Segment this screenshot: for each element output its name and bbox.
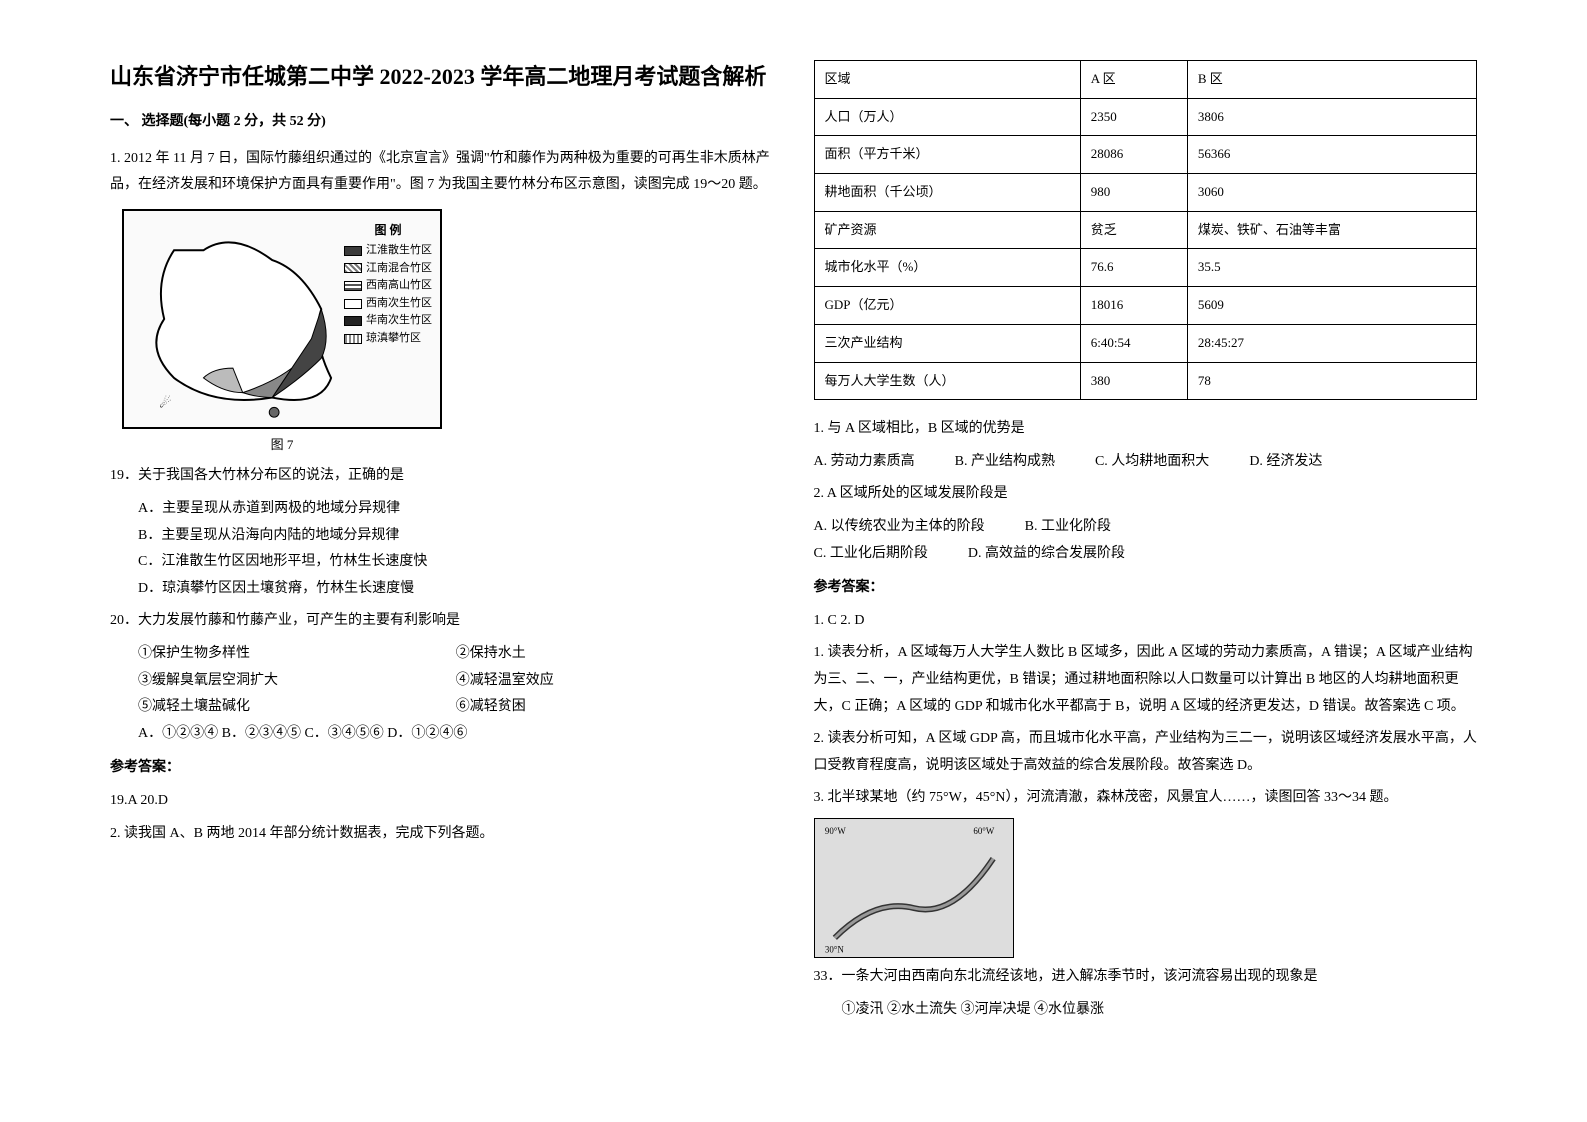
answer-2-exp2: 2. 读表分析可知，A 区域 GDP 高，而且城市化水平高，产业结构为三二一，说…	[814, 726, 1478, 779]
figure-q3: 90°W 60°W 30°N	[814, 818, 1014, 958]
q19-opt-a: A．主要呈现从赤道到两极的地域分异规律	[138, 496, 774, 523]
table-row: 人口（万人）23503806	[814, 98, 1477, 136]
svg-text:60°W: 60°W	[973, 825, 994, 835]
table-header-row: 区域 A 区 B 区	[814, 61, 1477, 99]
sub1-options: A. 劳动力素质高 B. 产业结构成熟 C. 人均耕地面积大 D. 经济发达	[814, 449, 1478, 476]
svg-text:☄: ☄	[159, 394, 171, 410]
q19-opt-d: D．琼滇攀竹区因土壤贫瘠，竹林生长速度慢	[138, 576, 774, 603]
figure-caption: 图 7	[122, 433, 442, 458]
table-row: 耕地面积（千公顷）9803060	[814, 174, 1477, 212]
legend-item-4: 华南次生竹区	[344, 312, 432, 330]
q20-i3: ③缓解臭氧层空洞扩大	[138, 668, 456, 695]
legend-item-5: 琼滇攀竹区	[344, 330, 432, 348]
sub1-a: A. 劳动力素质高	[814, 449, 915, 476]
answer-2-exp1: 1. 读表分析，A 区域每万人大学生人数比 B 区域多，因此 A 区域的劳动力素…	[814, 640, 1478, 720]
q20-i6: ⑥减轻贫困	[456, 694, 774, 721]
legend-item-0: 江淮散生竹区	[344, 242, 432, 260]
table-row: 城市化水平（%）76.635.5	[814, 249, 1477, 287]
q20-stem: 20．大力发展竹藤和竹藤产业，可产生的主要有利影响是	[110, 608, 774, 635]
table-row: 矿产资源贫乏煤炭、铁矿、石油等丰富	[814, 211, 1477, 249]
sub2-a: A. 以传统农业为主体的阶段	[814, 514, 985, 541]
q20-i1: ①保护生物多样性	[138, 641, 456, 668]
legend-title: 图 例	[344, 221, 432, 240]
answer-heading-1: 参考答案：	[110, 755, 774, 782]
sub1-c: C. 人均耕地面积大	[1095, 449, 1209, 476]
svg-text:30°N: 30°N	[824, 944, 843, 954]
sub1-d: D. 经济发达	[1249, 449, 1322, 476]
th-1: A 区	[1080, 61, 1187, 99]
legend-item-1: 江南混合竹区	[344, 260, 432, 278]
page-title: 山东省济宁市任城第二中学 2022-2023 学年高二地理月考试题含解析	[110, 60, 774, 93]
q3-stem: 3. 北半球某地（约 75°W，45°N），河流清澈，森林茂密，风景宜人……，读…	[814, 785, 1478, 812]
legend-item-2: 西南高山竹区	[344, 277, 432, 295]
map-legend: 图 例 江淮散生竹区 江南混合竹区 西南高山竹区 西南次生竹区 华南次生竹区 琼…	[344, 221, 432, 348]
q20-i5: ⑤减轻土壤盐碱化	[138, 694, 456, 721]
sub1-b: B. 产业结构成熟	[955, 449, 1055, 476]
sub1-stem: 1. 与 A 区域相比，B 区域的优势是	[814, 416, 1478, 443]
left-column: 山东省济宁市任城第二中学 2022-2023 学年高二地理月考试题含解析 一、 …	[90, 60, 794, 1062]
table-row: GDP（亿元）180165609	[814, 287, 1477, 325]
figure-7-map: ☄ 图 例 江淮散生竹区 江南混合竹区 西南高山竹区 西南次生竹区 华南次生竹区…	[122, 209, 442, 429]
sub2-c: C. 工业化后期阶段	[814, 541, 928, 568]
svg-text:90°W: 90°W	[824, 825, 845, 835]
q19-opt-c: C．江淮散生竹区因地形平坦，竹林生长速度快	[138, 549, 774, 576]
q1-stem: 1. 2012 年 11 月 7 日，国际竹藤组织通过的《北京宣言》强调"竹和藤…	[110, 146, 774, 199]
q19-options: A．主要呈现从赤道到两极的地域分异规律 B．主要呈现从沿海向内陆的地域分异规律 …	[110, 496, 774, 602]
table-row: 每万人大学生数（人）38078	[814, 362, 1477, 400]
q20-i2: ②保持水土	[456, 641, 774, 668]
answer-heading-2: 参考答案：	[814, 575, 1478, 602]
legend-item-3: 西南次生竹区	[344, 295, 432, 313]
sub2-options: A. 以传统农业为主体的阶段 B. 工业化阶段 C. 工业化后期阶段 D. 高效…	[814, 514, 1478, 567]
q19-stem: 19．关于我国各大竹林分布区的说法，正确的是	[110, 463, 774, 490]
table-row: 面积（平方千米）2808656366	[814, 136, 1477, 174]
section-heading: 一、 选择题(每小题 2 分，共 52 分)	[110, 109, 774, 136]
right-column: 区域 A 区 B 区 人口（万人）23503806 面积（平方千米）280865…	[794, 60, 1498, 1062]
q33-opts: ①凌汛 ②水土流失 ③河岸决堤 ④水位暴涨	[814, 997, 1478, 1024]
data-table: 区域 A 区 B 区 人口（万人）23503806 面积（平方千米）280865…	[814, 60, 1478, 400]
answer-2-line: 1. C 2. D	[814, 608, 1478, 635]
q33-stem: 33．一条大河由西南向东北流经该地，进入解冻季节时，该河流容易出现的现象是	[814, 964, 1478, 991]
q19-opt-b: B．主要呈现从沿海向内陆的地域分异规律	[138, 523, 774, 550]
sub2-b: B. 工业化阶段	[1025, 514, 1111, 541]
q2-stem: 2. 读我国 A、B 两地 2014 年部分统计数据表，完成下列各题。	[110, 821, 774, 848]
answer-1: 19.A 20.D	[110, 788, 774, 815]
th-2: B 区	[1187, 61, 1476, 99]
table-row: 三次产业结构6:40:5428:45:27	[814, 324, 1477, 362]
q20-opts: A．①②③④ B．②③④⑤ C．③④⑤⑥ D．①②④⑥	[138, 721, 774, 748]
sub2-d: D. 高效益的综合发展阶段	[968, 541, 1125, 568]
q20-i4: ④减轻温室效应	[456, 668, 774, 695]
q20-items: ①保护生物多样性②保持水土 ③缓解臭氧层空洞扩大④减轻温室效应 ⑤减轻土壤盐碱化…	[110, 641, 774, 747]
sub2-stem: 2. A 区域所处的区域发展阶段是	[814, 481, 1478, 508]
th-0: 区域	[814, 61, 1080, 99]
river-map-svg: 90°W 60°W 30°N	[815, 819, 1013, 958]
